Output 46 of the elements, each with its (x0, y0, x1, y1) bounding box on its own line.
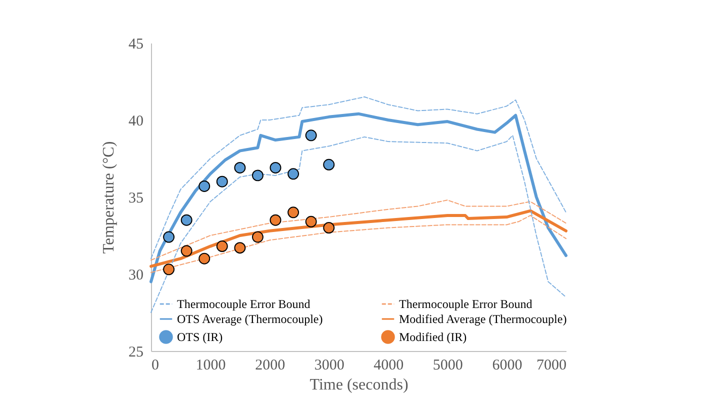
point (288, 168, 300, 180)
point (163, 264, 175, 276)
point (198, 180, 210, 192)
line-series (150, 134, 566, 313)
point (216, 176, 228, 188)
point (180, 245, 192, 257)
y-tick-label: 25 (128, 344, 144, 360)
x-tick-label: 6000 (492, 358, 522, 374)
x-tick-label: 3000 (314, 358, 344, 374)
point (252, 231, 264, 243)
y-tick-label: 35 (128, 190, 144, 206)
x-tick-label: 4000 (374, 358, 404, 374)
line-series (150, 200, 566, 261)
x-tick-label: 1000 (196, 358, 226, 374)
line-series (150, 214, 566, 273)
legend-label: OTS (IR) (177, 330, 223, 344)
legend-label: Thermocouple Error Bound (177, 297, 310, 311)
x-tick-label: 7000 (536, 358, 566, 374)
point (163, 231, 175, 243)
point (323, 158, 335, 170)
point (252, 170, 264, 182)
point (216, 240, 228, 252)
y-tick-label: 30 (128, 268, 144, 284)
point (323, 222, 335, 234)
legend-label: Thermocouple Error Bound (399, 297, 532, 311)
point (234, 242, 246, 254)
point (270, 162, 282, 174)
point (234, 162, 246, 174)
y-axis-title: Temperature (°C) (100, 141, 118, 254)
point (305, 130, 317, 142)
x-tick-label: 0 (152, 358, 159, 374)
point (305, 216, 317, 228)
legend-label: OTS Average (Thermocouple) (177, 312, 323, 326)
legend-label: Modified (IR) (399, 330, 467, 344)
point (288, 206, 300, 218)
x-tick-label: 2000 (255, 358, 286, 374)
x-axis-title: Time (seconds) (310, 376, 408, 394)
legend-label: Modified Average (Thermocouple) (399, 312, 567, 326)
y-tick-label: 40 (128, 114, 144, 130)
point (198, 252, 210, 264)
line-series (150, 96, 566, 260)
line-series (150, 112, 568, 284)
x-tick-label: 5000 (432, 358, 463, 374)
point (270, 214, 282, 226)
point (180, 214, 192, 226)
y-tick-label: 45 (128, 36, 144, 52)
